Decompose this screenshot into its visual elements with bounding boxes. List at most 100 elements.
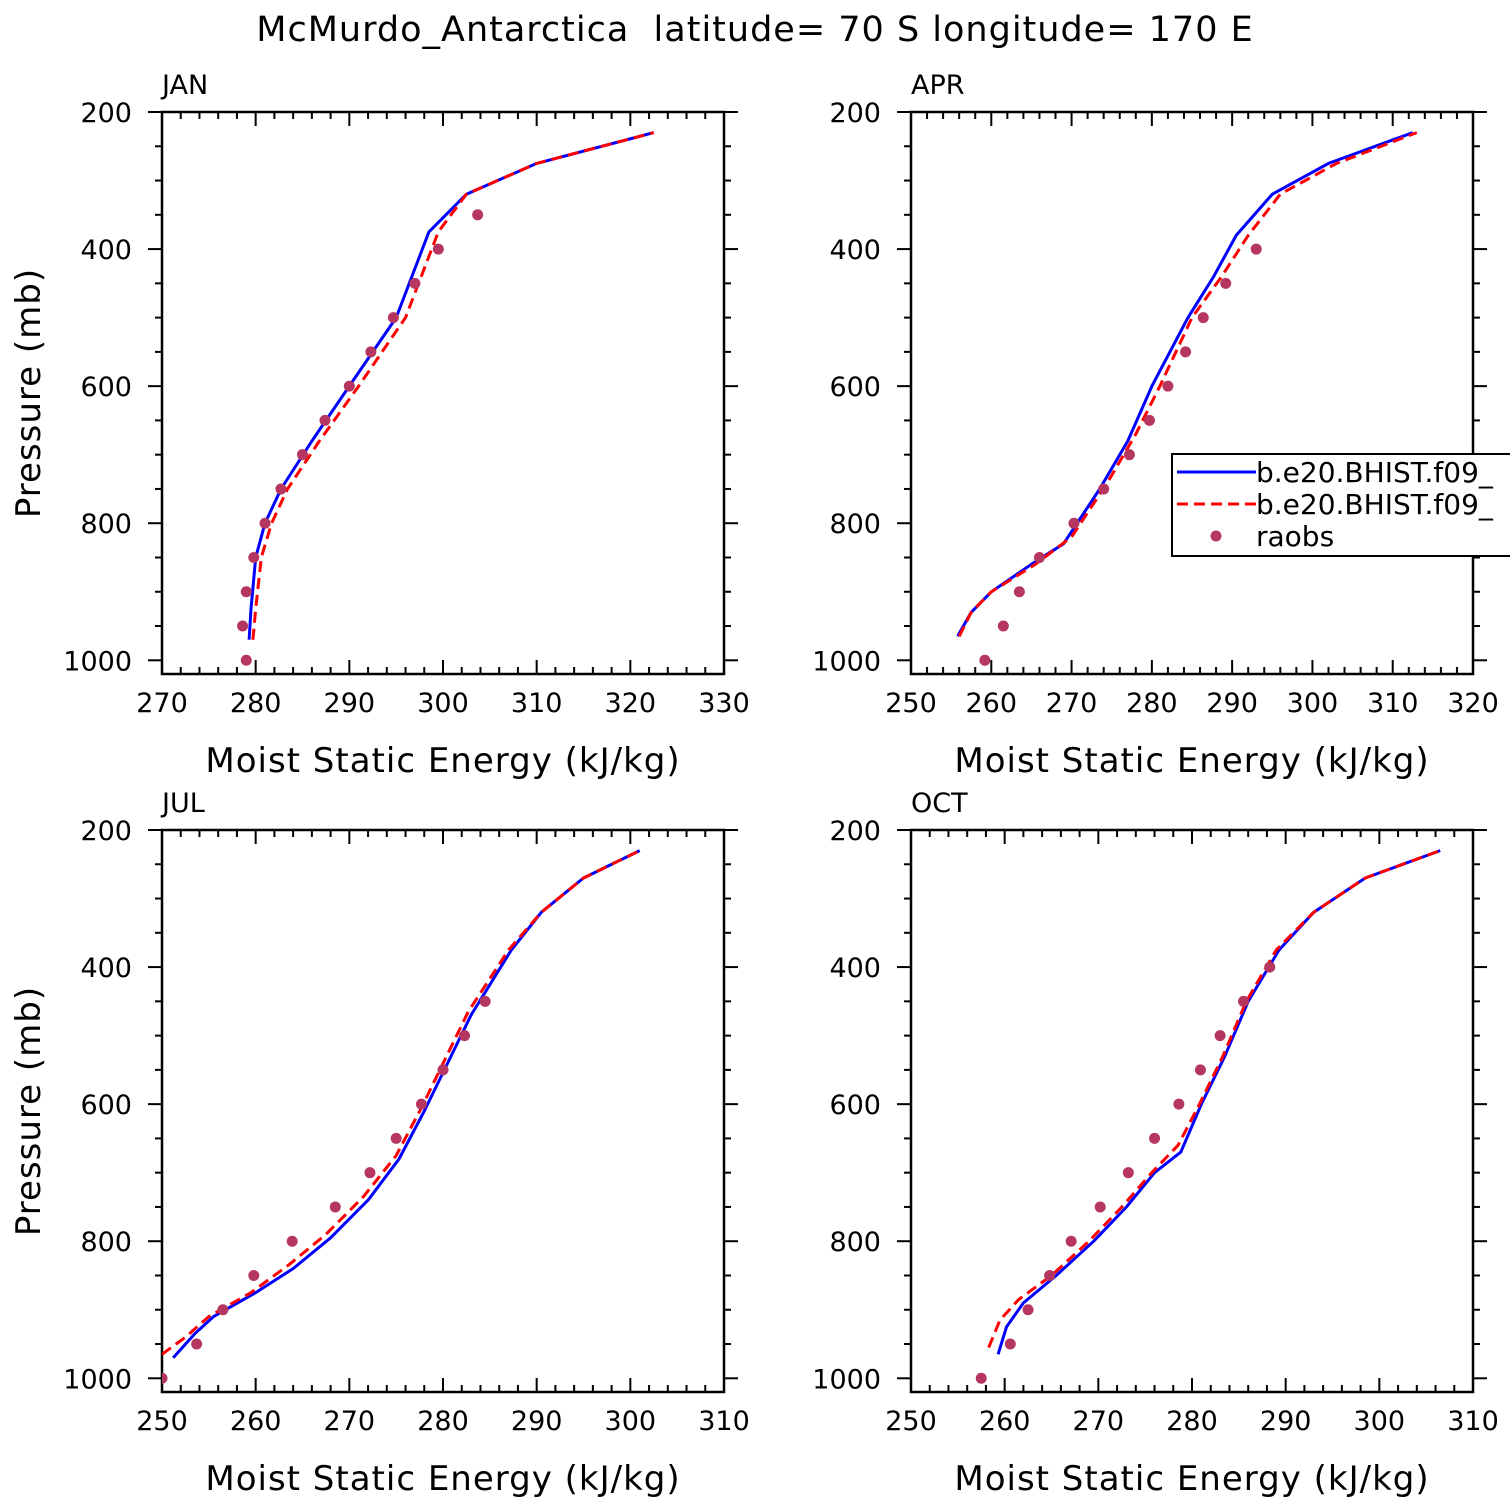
- raobs-point: [459, 1030, 471, 1042]
- x-tick-label: 310: [1367, 688, 1419, 719]
- raobs-point: [286, 1235, 298, 1247]
- y-tick-label: 600: [80, 1090, 132, 1121]
- x-tick-label: 270: [1046, 688, 1098, 719]
- x-tick-label: 300: [605, 1406, 657, 1437]
- y-axis-label: Pressure (mb): [9, 268, 49, 518]
- raobs-point: [259, 517, 271, 529]
- raobs-point: [1094, 1201, 1106, 1213]
- plot-frame: [160, 828, 726, 1394]
- raobs-point: [1004, 1338, 1016, 1350]
- raobs-point: [979, 654, 991, 666]
- raobs-point: [1044, 1269, 1056, 1281]
- raobs-point: [1033, 551, 1045, 563]
- page-title: McMurdo_Antarctica latitude= 70 S longit…: [256, 10, 1254, 50]
- raobs-point: [1197, 312, 1209, 324]
- x-tick-label: 270: [136, 688, 188, 719]
- raobs-point: [437, 1064, 449, 1076]
- y-tick-label: 200: [829, 816, 881, 847]
- raobs-point: [248, 1269, 260, 1281]
- y-tick-label: 200: [80, 816, 132, 847]
- data-layer: [975, 849, 1441, 1384]
- x-axis-label: Moist Static Energy (kJ/kg): [954, 1459, 1429, 1499]
- legend-label: raobs: [1256, 520, 1334, 553]
- y-tick-label: 800: [829, 1227, 881, 1258]
- plot-frame: [909, 110, 1475, 676]
- y-tick-label: 400: [80, 953, 132, 984]
- panel-oct: 250 260 270 280 290 300 310 200 400 600 800 1000 Moi…: [812, 788, 1498, 1499]
- panel-label: JUL: [160, 788, 205, 819]
- x-tick-label: 280: [417, 1406, 469, 1437]
- y-tick-label: 400: [829, 235, 881, 266]
- raobs-point: [343, 380, 355, 392]
- raobs-point: [319, 414, 331, 426]
- model-line-solid: [996, 849, 1441, 1355]
- model-line-dashed: [987, 849, 1441, 1349]
- y-tick-label: 1000: [812, 646, 881, 677]
- raobs-point: [162, 1372, 168, 1384]
- model-line-solid: [172, 849, 641, 1359]
- raobs-point: [1123, 449, 1135, 461]
- y-tick-label: 800: [80, 1227, 132, 1258]
- legend: b.e20.BHIST.f09_b.e20.BHIST.f09_raobs: [1171, 453, 1510, 557]
- raobs-point: [364, 1167, 376, 1179]
- x-axis-label: Moist Static Energy (kJ/kg): [954, 741, 1429, 781]
- legend-label: b.e20.BHIST.f09_: [1256, 456, 1494, 489]
- raobs-point: [387, 312, 399, 324]
- model-line-solid: [247, 131, 655, 640]
- model-line-dashed: [162, 849, 641, 1356]
- data-layer: [162, 849, 641, 1384]
- x-tick-label: 290: [511, 1406, 563, 1437]
- x-tick-label: 300: [417, 688, 469, 719]
- panel-jul: 250 260 270 280 290 300 310 200 400 600 800 1000 Moi…: [9, 788, 750, 1499]
- raobs-point: [975, 1372, 987, 1384]
- raobs-point: [472, 209, 484, 221]
- raobs-point: [409, 277, 421, 289]
- y-tick-label: 600: [80, 372, 132, 403]
- raobs-point: [1013, 586, 1025, 598]
- x-tick-label: 310: [1447, 1406, 1499, 1437]
- raobs-point: [1022, 1304, 1034, 1316]
- x-tick-label: 310: [698, 1406, 750, 1437]
- panel-apr: 250 260 270 280 290 300 310 320 200 400 600 800 1000…: [812, 70, 1498, 781]
- panel-label: APR: [911, 70, 965, 101]
- x-tick-label: 320: [1447, 688, 1499, 719]
- model-line-dashed: [251, 131, 655, 640]
- y-tick-label: 600: [829, 1090, 881, 1121]
- x-tick-label: 290: [1260, 1406, 1312, 1437]
- x-tick-label: 260: [966, 688, 1018, 719]
- raobs-point: [217, 1304, 229, 1316]
- raobs-point: [1122, 1167, 1134, 1179]
- raobs-point: [1220, 277, 1232, 289]
- legend-marker: [1210, 530, 1222, 542]
- y-tick-label: 600: [829, 372, 881, 403]
- y-tick-label: 400: [80, 235, 132, 266]
- raobs-point: [1143, 414, 1155, 426]
- x-tick-label: 280: [1126, 688, 1178, 719]
- y-tick-label: 800: [80, 509, 132, 540]
- y-tick-label: 400: [829, 953, 881, 984]
- x-tick-label: 270: [324, 1406, 376, 1437]
- x-tick-label: 310: [511, 688, 563, 719]
- x-tick-label: 270: [1073, 1406, 1125, 1437]
- y-axis-label: Pressure (mb): [9, 986, 49, 1236]
- raobs-point: [1149, 1132, 1161, 1144]
- x-tick-label: 320: [605, 688, 657, 719]
- model-line-dashed: [957, 131, 1418, 637]
- raobs-point: [1238, 995, 1250, 1007]
- raobs-point: [1194, 1064, 1206, 1076]
- panel-label: OCT: [911, 788, 968, 819]
- plot-frame: [909, 828, 1475, 1394]
- x-tick-label: 300: [1354, 1406, 1406, 1437]
- y-tick-label: 1000: [63, 646, 132, 677]
- raobs-point: [237, 620, 249, 632]
- y-tick-label: 200: [829, 98, 881, 129]
- y-tick-label: 1000: [63, 1364, 132, 1395]
- raobs-point: [479, 995, 491, 1007]
- raobs-point: [390, 1132, 402, 1144]
- x-tick-label: 300: [1287, 688, 1339, 719]
- raobs-point: [240, 586, 252, 598]
- x-tick-label: 290: [324, 688, 376, 719]
- x-tick-label: 250: [136, 1406, 188, 1437]
- raobs-point: [997, 620, 1009, 632]
